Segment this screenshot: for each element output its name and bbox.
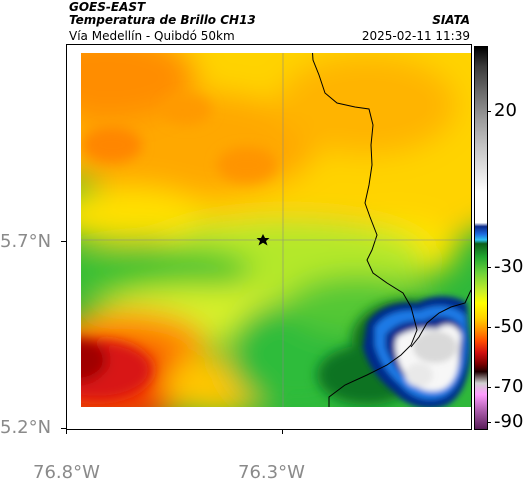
map-top-margin (67, 45, 471, 53)
colorbar-tick (487, 387, 491, 388)
lat-tick-5.2 (61, 428, 66, 429)
lon-tick-76.3 (282, 429, 283, 434)
boundary-lines (311, 45, 471, 429)
temperature-field (67, 45, 471, 429)
graticule (67, 45, 471, 429)
colorbar-tick (487, 267, 491, 268)
longitude-label: 76.8°W (33, 462, 100, 483)
brightness-temperature-map[interactable] (66, 44, 472, 430)
colorbar-label: -90 (494, 411, 524, 432)
colorbar-label: -30 (494, 256, 524, 277)
map-bottom-margin (67, 407, 471, 429)
latitude-label: 5.2°N (0, 417, 52, 438)
latitude-label: 5.7°N (0, 231, 52, 252)
map-canvas (67, 45, 471, 429)
region-subtitle: Vía Medellín - Quibdó 50km (69, 29, 235, 43)
star-icon[interactable] (256, 234, 270, 246)
colorbar-tick (487, 422, 491, 423)
department-boundary (311, 45, 418, 429)
satellite-title: GOES-EAST (69, 0, 146, 14)
product-title: Temperatura de Brillo CH13 (69, 13, 256, 27)
organization-label: SIATA (432, 13, 470, 27)
lat-tick-5.7 (61, 241, 66, 242)
timestamp-label: 2025-02-11 11:39 (361, 29, 470, 43)
coastline (410, 289, 471, 348)
colorbar-label: -50 (494, 316, 524, 337)
temperature-colorbar (474, 46, 488, 430)
colorbar-tick (487, 327, 491, 328)
map-left-margin (67, 45, 81, 429)
colorbar-label: 20 (494, 100, 517, 121)
colorbar-tick (487, 111, 491, 112)
lon-tick-76.8 (66, 429, 67, 434)
longitude-label: 76.3°W (238, 462, 305, 483)
colorbar-label: -70 (494, 376, 524, 397)
